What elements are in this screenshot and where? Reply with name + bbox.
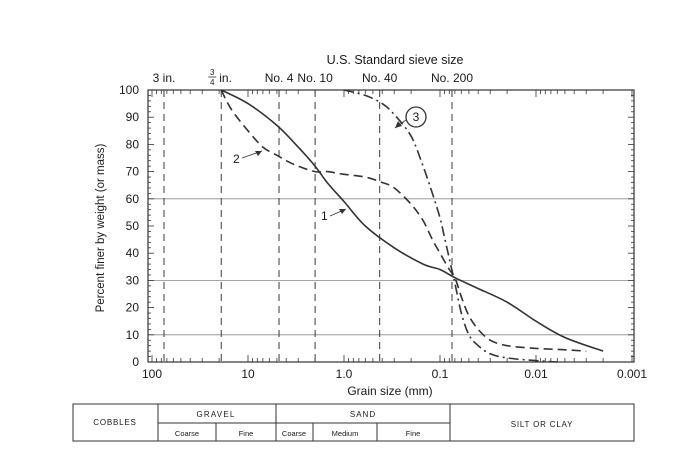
y-tick-label-10: 10: [126, 328, 140, 342]
y-axis-label: Percent finer by weight (or mass): [95, 143, 107, 312]
gravel-label: GRAVEL: [196, 410, 235, 419]
curve-3-annotation: 3: [394, 106, 427, 129]
x-axis-label: Grain size (mm): [347, 384, 432, 398]
x-tick-label-4: 0.01: [524, 367, 548, 381]
y-tick-label-30: 30: [126, 273, 140, 287]
curve-1-line: [220, 89, 604, 352]
y-axis-tick-labels: 0 10 20 30 40 50 60 70 80 90 100: [119, 83, 139, 369]
gravel-fine-label: Fine: [239, 429, 254, 438]
x-tick-label-5: 0.001: [617, 367, 647, 381]
x-axis-tick-labels: 100 10 1.0 0.1 0.01 0.001: [142, 367, 647, 381]
sieve-label-fraction-numerator: 3: [210, 68, 215, 77]
sieve-label-4: No. 40: [362, 71, 398, 85]
classification-table-border: [72, 403, 635, 442]
horizontal-gridlines: [148, 198, 634, 336]
curve-3-arrowhead: [395, 121, 402, 128]
x-tick-label-3: 0.1: [432, 367, 449, 381]
cobbles-label: COBBLES: [93, 418, 136, 427]
chart-title: U.S. Standard sieve size: [327, 53, 464, 67]
sand-fine-label: Fine: [406, 429, 421, 438]
curve-3-label-circle: [405, 106, 427, 128]
sieve-label-3: No. 10: [297, 71, 333, 85]
curve-1-arrowhead: [339, 209, 346, 214]
curve-2-label: 2: [233, 152, 240, 166]
y-tick-label-20: 20: [126, 301, 140, 315]
soil-classification-table: COBBLES GRAVEL SAND SILT OR CLAY Coarse …: [72, 403, 635, 442]
y-tick-label-70: 70: [126, 165, 140, 179]
gravel-coarse-label: Coarse: [175, 429, 199, 438]
sand-coarse-label: Coarse: [282, 429, 306, 438]
curve-3-label: 3: [413, 110, 420, 124]
silt-clay-label: SILT OR CLAY: [511, 420, 574, 429]
sieve-label-fraction-denominator: 4: [210, 78, 215, 87]
y-tick-label-50: 50: [126, 219, 140, 233]
gradation-curves: [220, 89, 604, 363]
sand-medium-label: Medium: [332, 429, 359, 438]
x-tick-label-1: 10: [241, 367, 255, 381]
x-tick-label-0: 100: [142, 367, 162, 381]
sieve-label-unit: in.: [219, 71, 232, 85]
curve-1-label: 1: [321, 209, 328, 223]
y-tick-label-0: 0: [132, 355, 139, 369]
y-tick-label-40: 40: [126, 246, 140, 260]
sieve-label-5: No. 200: [431, 71, 473, 85]
curve-2-line: [220, 89, 587, 352]
x-tick-label-2: 1.0: [336, 367, 353, 381]
y-tick-label-100: 100: [119, 83, 139, 97]
curve-3-line: [343, 89, 558, 363]
y-tick-label-80: 80: [126, 137, 140, 151]
sieve-label-1: 34 in.: [208, 68, 232, 87]
y-tick-label-90: 90: [126, 110, 140, 124]
sieve-label-2: No. 4: [265, 71, 294, 85]
y-tick-label-60: 60: [126, 192, 140, 206]
sieve-labels: 3 in. 34 in. No. 4 No. 10 No. 40 No. 200: [153, 68, 474, 87]
curve-1-annotation: 1: [321, 208, 347, 223]
curve-2-arrowhead: [255, 151, 262, 156]
minor-tick-marks: [148, 89, 634, 363]
sieve-size-lines: [163, 90, 453, 362]
sieve-label-0: 3 in.: [153, 71, 176, 85]
sand-label: SAND: [350, 410, 376, 419]
curve-2-annotation: 2: [233, 150, 263, 166]
